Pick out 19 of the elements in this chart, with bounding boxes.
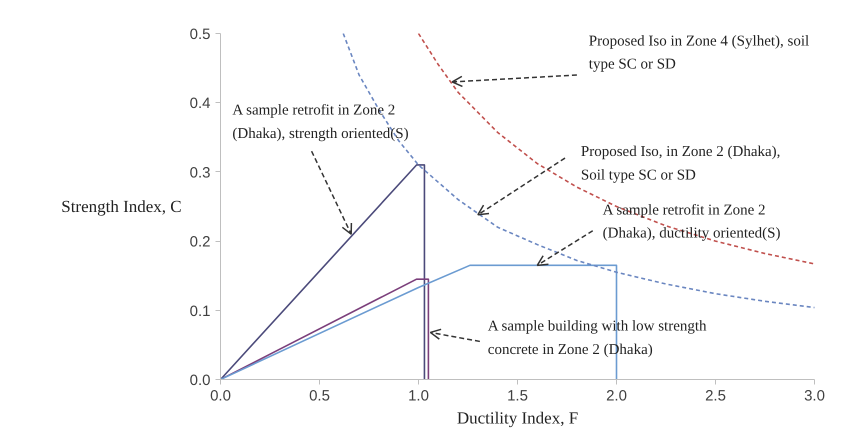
y-axis-title: Strength Index, C: [61, 197, 182, 216]
x-tick-label: 0.5: [309, 388, 330, 404]
y-tick-label: 0.5: [190, 26, 211, 43]
x-tick-label: 2.5: [705, 388, 726, 404]
y-tick-label: 0.3: [190, 164, 211, 182]
x-axis-title: Ductility Index, F: [456, 408, 578, 428]
line-series: [418, 34, 814, 265]
x-tick-label: 1.5: [507, 388, 528, 404]
y-tick-label: 0.2: [190, 234, 211, 251]
y-tick-label: 0.1: [190, 302, 211, 320]
x-tick-label: 0.0: [210, 388, 231, 404]
x-tick-label: 2.0: [606, 388, 627, 404]
x-tick-label: 3.0: [804, 388, 825, 404]
y-tick-label: 0.0: [190, 372, 211, 389]
y-tick-label: 0.4: [190, 95, 211, 112]
annotation: A sample retrofit in Zone 2 (Dhaka), strength oriented(S): [232, 102, 409, 142]
annotation: Proposed Iso in Zone 4 (Sylhet), soil type SC or SD: [588, 34, 810, 73]
annotation: Proposed Iso, in Zone 2 (Dhaka), Soil type SC or SD: [580, 144, 780, 184]
x-tick-label: 1.0: [408, 388, 429, 404]
